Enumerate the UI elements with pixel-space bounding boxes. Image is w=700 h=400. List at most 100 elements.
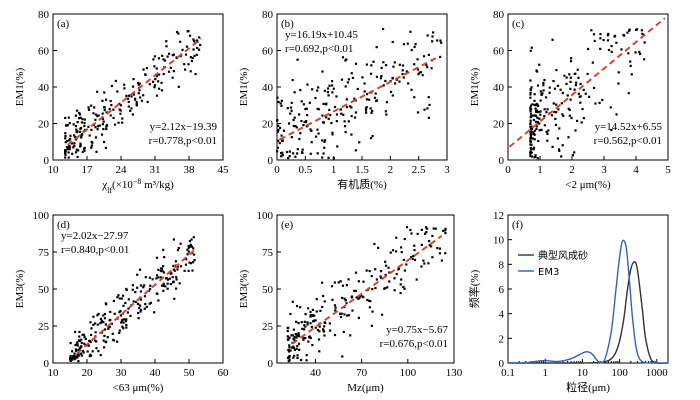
x-tick-label: 17 (82, 164, 94, 176)
data-point (99, 322, 102, 325)
data-point (287, 338, 290, 341)
data-point (309, 152, 312, 155)
data-point (529, 107, 532, 111)
data-point (543, 114, 546, 118)
data-point (80, 121, 84, 124)
data-point (336, 145, 339, 148)
data-point (117, 121, 120, 124)
data-point (89, 333, 93, 337)
y-tick-label: 80 (38, 9, 50, 21)
data-point (164, 285, 167, 288)
data-point (570, 116, 573, 120)
data-point (75, 128, 78, 131)
y-tick-label: 0 (44, 155, 50, 167)
data-point (131, 85, 135, 88)
data-point (627, 52, 630, 55)
data-point (157, 276, 160, 279)
data-point (331, 133, 334, 136)
data-point (533, 93, 536, 96)
data-point (174, 287, 178, 290)
data-point (288, 336, 291, 339)
data-point (309, 322, 312, 325)
data-point (64, 152, 67, 155)
data-point (139, 290, 142, 293)
data-point (386, 286, 389, 289)
data-point (311, 308, 315, 311)
data-point (98, 124, 101, 127)
data-point (332, 87, 335, 90)
data-point (290, 101, 293, 105)
data-point (312, 320, 315, 323)
data-point (384, 287, 387, 290)
data-point (144, 302, 147, 306)
data-point (569, 76, 572, 79)
data-point (335, 120, 338, 123)
data-point (317, 86, 320, 89)
data-point (542, 84, 545, 87)
data-point (560, 102, 563, 105)
data-point (118, 311, 121, 314)
data-point (438, 252, 442, 255)
data-point (358, 295, 361, 298)
x-tick-label: 20 (82, 367, 94, 379)
data-point (384, 260, 387, 263)
data-point (384, 64, 388, 67)
data-point (112, 108, 115, 111)
data-point (568, 73, 571, 76)
data-point (380, 66, 383, 70)
data-point (582, 117, 585, 120)
data-point (427, 53, 431, 57)
data-point (328, 84, 331, 87)
data-point (116, 90, 119, 93)
data-point (530, 155, 533, 158)
data-point (347, 78, 351, 81)
panel-label: (d) (57, 219, 70, 231)
data-point (321, 114, 324, 117)
data-point (161, 54, 164, 57)
data-point (529, 131, 532, 134)
data-point (540, 93, 543, 96)
data-point (428, 239, 431, 243)
data-point (420, 228, 423, 231)
data-point (552, 79, 555, 83)
data-point (292, 337, 295, 341)
data-point (162, 284, 165, 287)
data-point (294, 332, 297, 336)
data-point (120, 321, 123, 324)
data-point (160, 284, 164, 287)
y-tick-label: 6 (499, 284, 505, 296)
data-point (288, 344, 291, 347)
data-point (70, 350, 74, 353)
data-point (69, 359, 72, 363)
data-point (353, 116, 357, 119)
data-point (530, 46, 533, 49)
y-axis-label: EM1(%) (14, 67, 26, 106)
data-point (536, 84, 540, 87)
data-point (643, 41, 646, 44)
data-point (175, 278, 178, 281)
data-point (287, 156, 290, 160)
data-point (318, 325, 321, 328)
data-point (316, 328, 320, 332)
data-point (179, 265, 183, 268)
data-point (101, 112, 104, 115)
data-point (413, 248, 416, 252)
data-point (529, 112, 533, 115)
data-point (169, 282, 172, 286)
data-point (329, 114, 332, 117)
data-point (422, 259, 425, 262)
x-tick-label: 40 (150, 367, 162, 379)
data-point (314, 319, 317, 322)
data-point (281, 139, 284, 142)
data-point (278, 126, 282, 129)
data-point (68, 358, 72, 361)
data-point (175, 56, 178, 59)
data-point (638, 52, 642, 55)
data-point (538, 117, 541, 120)
data-point (90, 104, 93, 107)
data-point (119, 112, 122, 115)
data-point (385, 101, 389, 104)
data-point (535, 109, 539, 112)
data-point (610, 128, 613, 132)
data-point (368, 269, 371, 273)
